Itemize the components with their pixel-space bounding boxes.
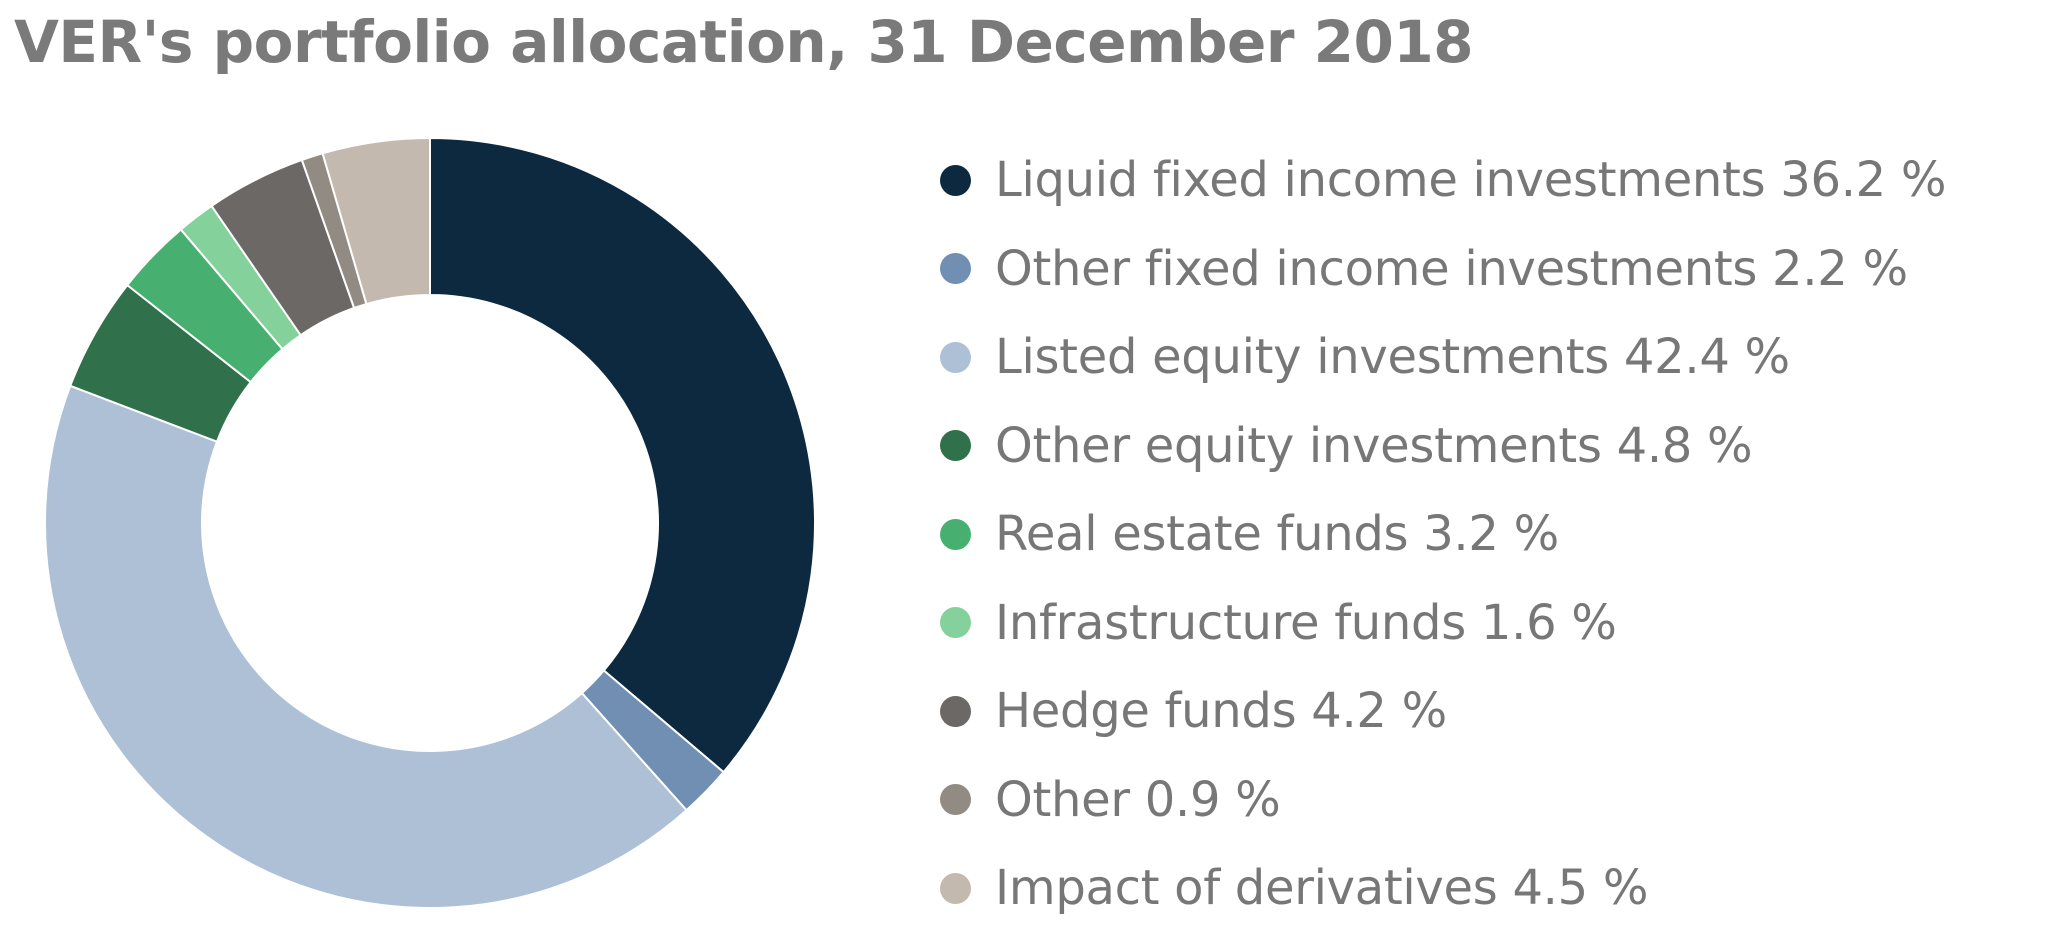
donut-chart bbox=[44, 136, 816, 909]
legend-item: Other fixed income investments 2.2 % bbox=[940, 225, 1946, 314]
legend-swatch bbox=[940, 695, 971, 727]
legend-swatch bbox=[940, 607, 971, 639]
legend-item: Hedge funds 4.2 % bbox=[940, 667, 1946, 756]
legend-item: Listed equity investments 42.4 % bbox=[940, 313, 1946, 402]
legend-swatch bbox=[940, 784, 971, 816]
legend-item: Other equity investments 4.8 % bbox=[940, 402, 1946, 491]
legend-swatch bbox=[940, 518, 971, 550]
legend-label: Liquid fixed income investments 36.2 % bbox=[995, 152, 1947, 209]
legend-swatch bbox=[940, 164, 971, 196]
legend-label: Other 0.9 % bbox=[995, 771, 1281, 828]
legend-swatch bbox=[940, 872, 971, 904]
legend-item: Impact of derivatives 4.5 % bbox=[940, 844, 1946, 933]
legend-label: Other equity investments 4.8 % bbox=[995, 417, 1753, 474]
pie-slice-0 bbox=[429, 136, 816, 774]
legend-label: Infrastructure funds 1.6 % bbox=[995, 594, 1617, 651]
legend-item: Other 0.9 % bbox=[940, 756, 1946, 845]
legend-label: Impact of derivatives 4.5 % bbox=[995, 860, 1649, 917]
pie-slice-2 bbox=[44, 384, 688, 909]
legend-label: Other fixed income investments 2.2 % bbox=[995, 240, 1908, 297]
legend-label: Listed equity investments 42.4 % bbox=[995, 329, 1790, 386]
legend-item: Real estate funds 3.2 % bbox=[940, 490, 1946, 579]
legend-label: Hedge funds 4.2 % bbox=[995, 683, 1447, 740]
chart-title: VER's portfolio allocation, 31 December … bbox=[14, 8, 1474, 76]
legend-swatch bbox=[940, 430, 971, 462]
legend-label: Real estate funds 3.2 % bbox=[995, 506, 1559, 563]
legend-swatch bbox=[940, 253, 971, 285]
legend-item: Liquid fixed income investments 36.2 % bbox=[940, 136, 1946, 225]
legend-swatch bbox=[940, 341, 971, 373]
pie-slice-8 bbox=[321, 136, 431, 306]
chart-legend: Liquid fixed income investments 36.2 % Ot… bbox=[940, 136, 1946, 933]
legend-item: Infrastructure funds 1.6 % bbox=[940, 579, 1946, 668]
